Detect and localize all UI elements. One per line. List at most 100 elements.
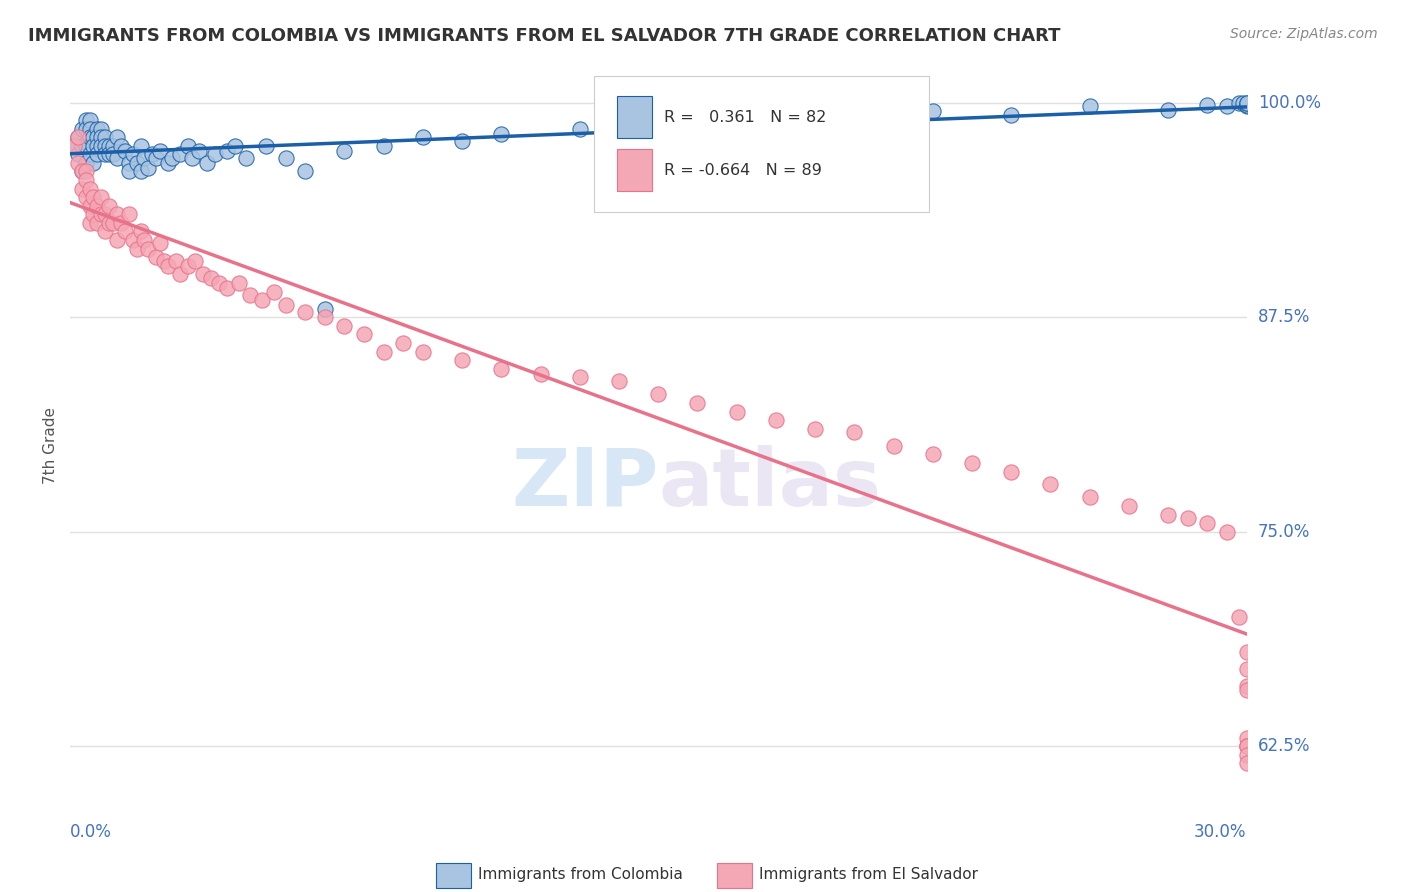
Point (63, 138, 86, 153)
Point (90, 121, 112, 136)
Point (66, 147, 89, 161)
Point (1157, 103, 1180, 117)
Point (86, 199, 108, 213)
Text: atlas: atlas (658, 444, 882, 523)
Point (180, 151, 202, 165)
Text: 62.5%: 62.5% (1258, 737, 1310, 756)
Point (94, 207, 117, 221)
Point (1236, 756, 1258, 771)
Point (75, 190, 97, 204)
Point (1232, 95, 1254, 110)
Point (66, 156, 89, 170)
Point (70, 121, 93, 136)
Point (110, 138, 132, 153)
Point (121, 233, 143, 247)
Point (188, 144, 211, 158)
Point (156, 156, 179, 170)
Point (79, 121, 101, 136)
Point (1236, 97, 1258, 112)
Point (63, 138, 86, 153)
Point (1177, 511, 1199, 525)
Point (960, 456, 983, 470)
Point (169, 268, 191, 282)
Point (118, 207, 141, 221)
Point (314, 301, 336, 316)
Point (195, 156, 218, 170)
Point (1039, 476, 1062, 491)
Point (263, 285, 285, 299)
Point (235, 151, 257, 165)
Point (75, 164, 97, 178)
Point (105, 207, 128, 221)
Point (1216, 524, 1239, 539)
Point (70, 164, 93, 178)
Point (156, 259, 179, 273)
Point (82, 207, 104, 221)
Point (647, 116, 669, 130)
Point (254, 138, 277, 153)
Point (1227, 95, 1250, 110)
Point (145, 151, 167, 165)
Point (98, 216, 121, 230)
Point (66, 130, 89, 145)
Point (105, 130, 128, 145)
Point (1197, 97, 1219, 112)
Point (98, 199, 121, 213)
Point (141, 147, 163, 161)
Point (90, 207, 112, 221)
Point (101, 216, 124, 230)
Point (125, 242, 148, 256)
Point (94, 130, 117, 145)
Point (70, 138, 93, 153)
Point (75, 113, 97, 128)
Point (1236, 739, 1258, 753)
Point (204, 147, 226, 161)
Point (98, 138, 121, 153)
Point (94, 225, 117, 239)
Point (86, 147, 108, 161)
Point (412, 344, 434, 359)
Point (607, 374, 630, 388)
Point (138, 242, 160, 256)
Text: IMMIGRANTS FROM COLOMBIA VS IMMIGRANTS FROM EL SALVADOR 7TH GRADE CORRELATION CH: IMMIGRANTS FROM COLOMBIA VS IMMIGRANTS F… (28, 27, 1060, 45)
Point (294, 164, 316, 178)
Point (75, 173, 97, 187)
Text: 30.0%: 30.0% (1194, 823, 1247, 841)
Point (121, 147, 143, 161)
Point (228, 276, 250, 290)
Point (451, 353, 474, 368)
Point (921, 104, 943, 119)
Point (921, 448, 943, 462)
FancyBboxPatch shape (617, 149, 652, 191)
Point (134, 233, 156, 247)
Point (98, 147, 121, 161)
Point (70, 164, 93, 178)
Point (94, 138, 117, 153)
Point (129, 225, 152, 239)
Point (138, 161, 160, 175)
Point (1236, 95, 1258, 110)
Point (114, 144, 136, 158)
Point (373, 344, 395, 359)
Point (125, 156, 148, 170)
Text: 75.0%: 75.0% (1258, 523, 1310, 541)
Point (491, 361, 513, 376)
Text: Source: ZipAtlas.com: Source: ZipAtlas.com (1230, 27, 1378, 41)
Point (1236, 99, 1258, 113)
Point (333, 144, 356, 158)
Point (1216, 99, 1239, 113)
Point (149, 144, 172, 158)
Point (333, 318, 356, 333)
Y-axis label: 7th Grade: 7th Grade (44, 408, 58, 484)
FancyBboxPatch shape (593, 76, 929, 212)
Point (215, 281, 238, 295)
Point (765, 413, 787, 427)
Point (529, 367, 551, 381)
Point (86, 216, 108, 230)
Point (1197, 516, 1219, 530)
Point (208, 276, 231, 290)
Point (451, 134, 474, 148)
Text: R =   0.361   N = 82: R = 0.361 N = 82 (664, 110, 827, 125)
Point (883, 439, 905, 453)
Point (1157, 508, 1180, 522)
